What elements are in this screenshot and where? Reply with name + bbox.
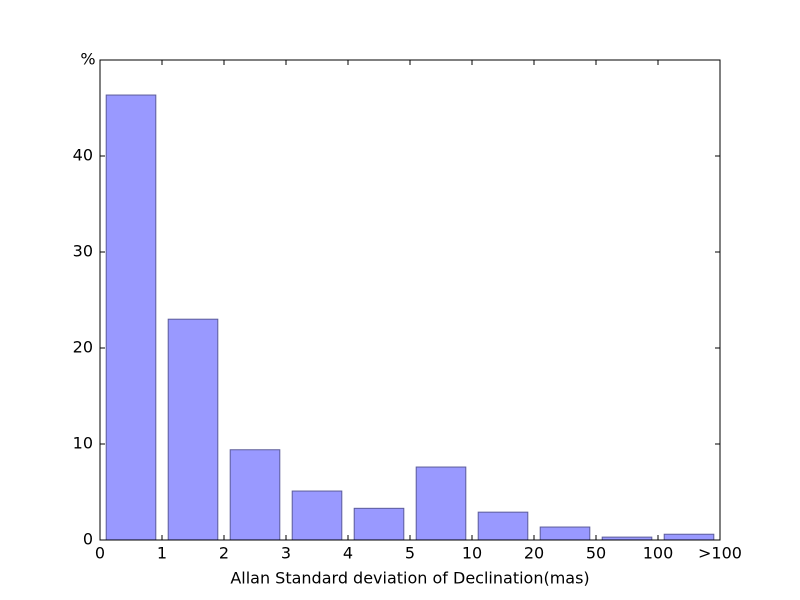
y-tick-label: 0 (83, 530, 93, 549)
x-tick-label: 4 (343, 544, 353, 563)
y-tick-label: 30 (73, 242, 93, 261)
x-tick-label: 3 (281, 544, 291, 563)
x-tick-label: 2 (219, 544, 229, 563)
bar (167, 318, 219, 541)
x-tick-label: 50 (586, 544, 606, 563)
bar (291, 490, 343, 541)
bar (353, 507, 405, 541)
y-tick-label: 10 (73, 434, 93, 453)
x-tick-label: 0 (95, 544, 105, 563)
bar (663, 533, 715, 541)
x-tick-label: 5 (405, 544, 415, 563)
plot-frame (99, 59, 721, 541)
y-tick-label: 20 (73, 338, 93, 357)
x-tick-label: 100 (643, 544, 674, 563)
y-tick-label: 40 (73, 146, 93, 165)
x-axis-label: Allan Standard deviation of Declination(… (230, 569, 589, 588)
bar (105, 94, 157, 541)
x-tick-label: 20 (524, 544, 544, 563)
y-axis-label: % (80, 50, 95, 69)
bar (229, 449, 281, 541)
bar (539, 526, 591, 541)
bar (415, 466, 467, 541)
bar (477, 511, 529, 541)
x-tick-label: >100 (698, 544, 742, 563)
x-tick-label: 1 (157, 544, 167, 563)
x-tick-label: 10 (462, 544, 482, 563)
